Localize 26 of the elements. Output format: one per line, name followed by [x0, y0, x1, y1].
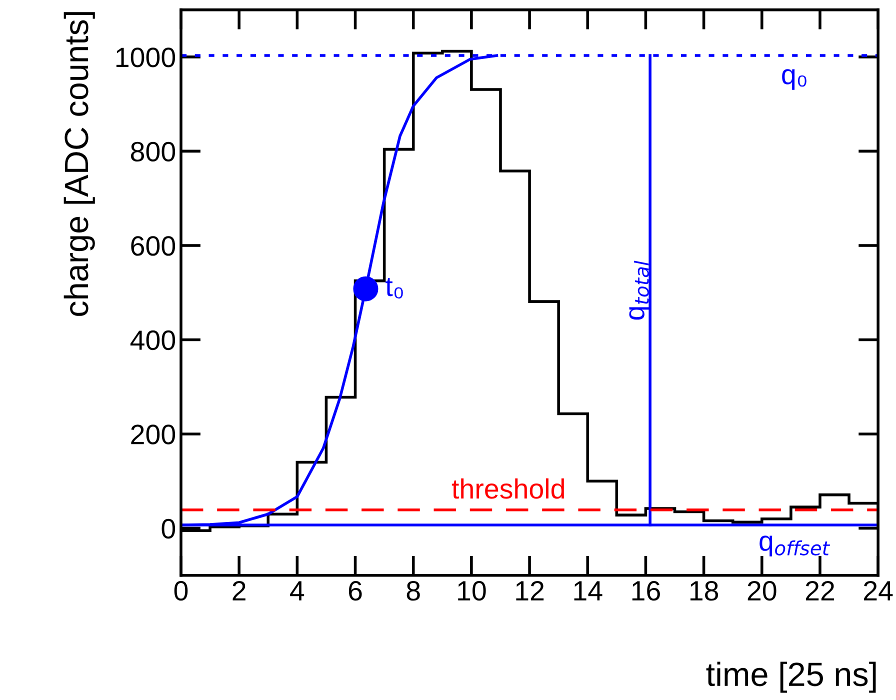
y-axis-title: charge [ADC counts] [64, 12, 95, 316]
x-tick-label: 8 [406, 580, 420, 601]
y-tick-label: 0 [162, 518, 176, 539]
y-tick-label: 400 [130, 330, 176, 350]
x-axis-title: time [25 ns] [706, 662, 876, 693]
x-tick-label: 2 [232, 580, 246, 600]
x-tick-label: 18 [690, 580, 718, 601]
annotation: q$_{total}$ [629, 260, 650, 320]
x-tick-label: 12 [516, 580, 544, 600]
y-tick-label: 600 [131, 236, 176, 256]
x-tick-label: 6 [348, 580, 362, 601]
y-tick-label: 200 [131, 424, 176, 444]
ref-line-label: q₀ [782, 69, 806, 90]
x-tick-label: 10 [458, 580, 486, 601]
x-tick-label: 4 [290, 581, 304, 600]
x-tick-label: 16 [632, 580, 660, 601]
x-tick-label: 14 [574, 581, 602, 600]
x-tick-label: 22 [806, 580, 834, 600]
y-tick-label: 800 [130, 142, 176, 162]
ref-line-label: q$_{offset}$ [760, 536, 830, 556]
annotation: t₀ [386, 278, 403, 299]
x-tick-label: 20 [748, 580, 776, 601]
x-tick-label: 24 [864, 580, 893, 600]
ref-line-label: threshold [452, 478, 564, 499]
x-tick-label: 0 [174, 580, 188, 601]
y-tick-label: 1000 [116, 48, 176, 68]
